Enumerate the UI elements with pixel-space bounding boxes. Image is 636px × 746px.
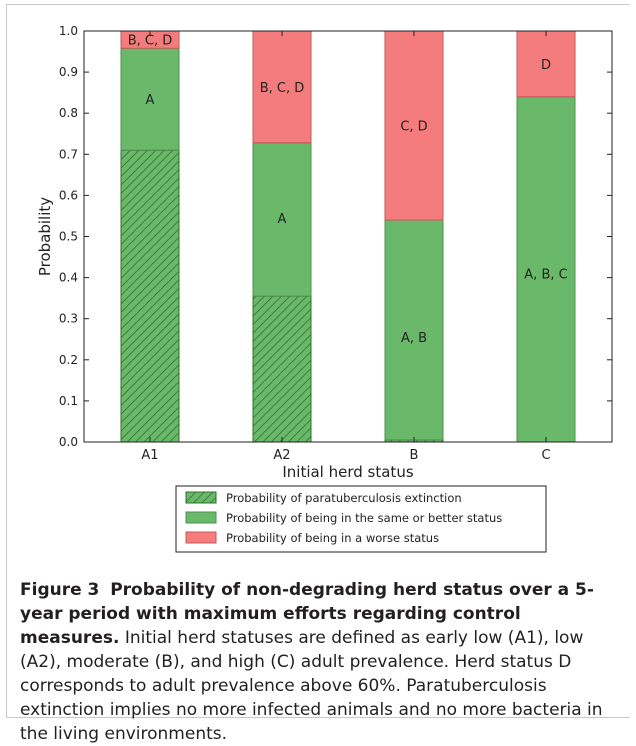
bar-worse-a2 xyxy=(252,30,312,144)
legend-swatch xyxy=(185,491,217,504)
bar-worse-b xyxy=(384,30,444,221)
caption-title: Probability of non-degrading herd status… xyxy=(20,580,594,648)
y-tick-label: 0.1 xyxy=(59,394,78,408)
bar-annotation: B, C, D xyxy=(128,34,173,49)
y-tick-label: 0.8 xyxy=(59,106,78,120)
y-tick-label: 0.0 xyxy=(59,435,78,449)
x-tick-label: B xyxy=(410,448,419,463)
y-tick-label: 0.9 xyxy=(59,65,78,79)
legend: Probability of paratuberculosis extincti… xyxy=(175,485,547,553)
y-axis-label: Probability xyxy=(36,197,54,276)
legend-swatch xyxy=(185,531,217,544)
bar-same-or-better-c xyxy=(516,96,576,443)
y-tick-label: 0.2 xyxy=(59,353,78,367)
y-tick-label: 0.5 xyxy=(59,230,78,244)
figure-frame xyxy=(6,4,630,718)
bar-same-or-better-b xyxy=(384,219,444,441)
legend-box xyxy=(175,485,547,553)
bar-annotation: D xyxy=(541,58,551,73)
x-tick-label: C xyxy=(541,448,550,463)
bar-annotation: A xyxy=(146,93,155,108)
legend-swatch xyxy=(185,511,217,524)
y-tick-label: 0.4 xyxy=(59,271,78,285)
bar-annotation: A, B xyxy=(401,331,427,346)
bar-annotation: C, D xyxy=(400,120,427,135)
x-tick-label: A2 xyxy=(273,448,290,463)
bar-worse-c xyxy=(516,30,576,98)
bar-annotation: A, B, C xyxy=(524,267,567,282)
y-tick-label: 0.7 xyxy=(59,147,78,161)
figure-caption: Figure 3 Probability of non-degrading he… xyxy=(20,578,620,746)
y-tick-label: 1.0 xyxy=(59,24,78,38)
stacked-bar-chart: B, C, D A B, C, D A C, D A, B D A, B, C 0.0 0.1 0.… xyxy=(36,24,613,553)
y-tick-label: 0.6 xyxy=(59,188,78,202)
legend-label: Probability of being in the same or bett… xyxy=(226,511,502,525)
bar-annotation: A xyxy=(278,212,287,227)
x-axis-label: Initial herd status xyxy=(282,463,413,481)
x-tick-label: A1 xyxy=(141,448,158,463)
bar-same-or-better-a2 xyxy=(252,142,312,297)
y-tick-label: 0.3 xyxy=(59,312,78,326)
bar-annotation: B, C, D xyxy=(260,81,305,96)
bar-same-or-better-a1 xyxy=(120,47,180,151)
legend-label: Probability of being in a worse status xyxy=(226,531,439,545)
plot-area: B, C, D A B, C, D A C, D A, B D A, B, C 0.0 0.1 0.… xyxy=(36,24,613,481)
bar-extinction-a1 xyxy=(120,149,180,443)
bar-extinction-a2 xyxy=(252,295,312,443)
legend-label: Probability of paratuberculosis extincti… xyxy=(226,491,462,505)
caption-label: Figure 3 xyxy=(20,580,100,600)
